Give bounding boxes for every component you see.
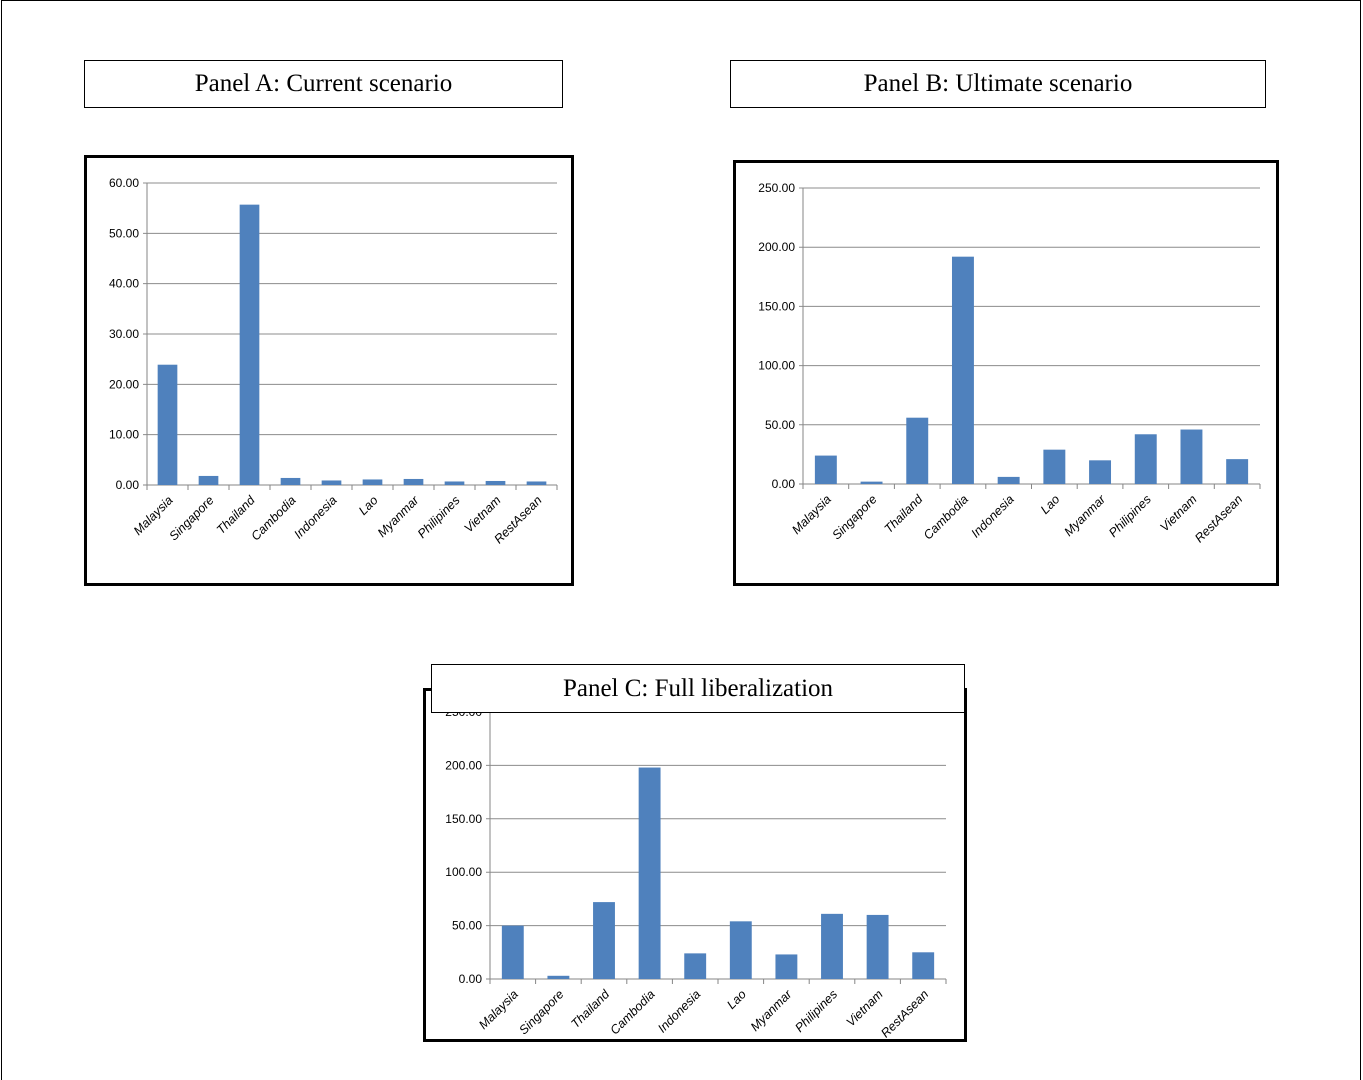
y-tick-label: 200.00 (445, 758, 482, 772)
x-tick-label: Lao (356, 493, 381, 518)
x-tick-label: Cambodia (248, 493, 298, 543)
panel-a-label: Panel A: Current scenario (84, 60, 563, 108)
x-tick-label: Indonesia (655, 987, 703, 1035)
bar-indonesia (321, 480, 342, 485)
y-tick-label: 10.00 (109, 428, 139, 442)
bar-restasean (912, 952, 935, 979)
x-tick-label: Lao (1038, 492, 1063, 517)
x-tick-label: Philipines (415, 493, 463, 541)
bar-lao (729, 921, 752, 979)
x-tick-label: RestAsean (878, 987, 931, 1039)
x-tick-label: RestAsean (1192, 492, 1245, 545)
bar-myanmar (1089, 460, 1112, 484)
x-tick-label: Malaysia (476, 987, 521, 1032)
bar-thailand (593, 902, 615, 979)
panel-c-label: Panel C: Full liberalization (431, 664, 965, 713)
bar-singapore (198, 475, 219, 485)
x-tick-label: Thailand (882, 491, 927, 536)
x-tick-label: Singapore (829, 492, 879, 542)
bar-indonesia (997, 476, 1020, 484)
y-tick-label: 100.00 (758, 359, 795, 373)
y-tick-label: 0.00 (116, 478, 140, 492)
y-tick-label: 20.00 (109, 377, 139, 391)
y-tick-label: 250.00 (758, 181, 795, 195)
bar-vietnam (485, 480, 506, 485)
x-tick-label: Thailand (568, 986, 613, 1031)
bar-myanmar (775, 954, 798, 979)
x-tick-label: Cambodia (608, 987, 658, 1037)
bar-restasean (526, 481, 547, 485)
y-tick-label: 40.00 (109, 277, 139, 291)
y-tick-label: 100.00 (445, 865, 482, 879)
y-tick-label: 50.00 (109, 226, 139, 240)
bar-singapore (547, 975, 570, 979)
bar-thailand (239, 204, 260, 485)
chart-b-svg: 0.00 50.00 100.00 150.00 200.00 250.00 Malaysi… (758, 181, 1261, 545)
bar-philipines (1134, 434, 1157, 484)
x-tick-label: Lao (724, 987, 749, 1012)
y-tick-label: 30.00 (109, 327, 139, 341)
x-tick-label: Singapore (516, 987, 566, 1037)
bar-lao (362, 479, 383, 485)
y-tick-label: 50.00 (765, 418, 795, 432)
x-tick-label: Philipines (792, 987, 840, 1035)
chart-panel-b: 0.00 50.00 100.00 150.00 200.00 250.00 Malaysi… (733, 160, 1279, 586)
chart-c-svg: 0.0050.00100.00150.00200.00250.00Malaysi… (445, 705, 947, 1039)
bar-philipines (444, 481, 465, 485)
x-tick-label: Malaysia (789, 492, 834, 537)
y-tick-label: 150.00 (445, 812, 482, 826)
x-tick-label: Vietnam (844, 987, 886, 1029)
bar-malaysia (157, 364, 178, 485)
bar-thailand (906, 417, 929, 484)
chart-panel-c: 0.0050.00100.00150.00200.00250.00Malaysi… (423, 688, 967, 1042)
x-tick-label: Vietnam (1157, 492, 1199, 534)
chart-panel-a: 0.00 10.00 20.00 30.00 40.00 50.00 60.00 Malays… (84, 155, 574, 586)
y-tick-label: 150.00 (758, 299, 795, 313)
x-tick-label: Myanmar (1061, 492, 1108, 539)
bar-malaysia (814, 455, 837, 484)
y-tick-label: 0.00 (459, 972, 483, 986)
x-tick-label: Indonesia (291, 493, 339, 541)
x-tick-label: Indonesia (969, 492, 1017, 540)
bar-malaysia (501, 925, 524, 979)
panel-b-label: Panel B: Ultimate scenario (730, 60, 1266, 108)
x-tick-label: Vietnam (461, 493, 503, 535)
bar-indonesia (684, 953, 707, 979)
bar-lao (1043, 449, 1066, 484)
x-tick-label: Myanmar (748, 987, 795, 1034)
y-tick-label: 60.00 (109, 176, 139, 190)
chart-a-svg: 0.0010.0020.0030.0040.0050.0060.00Malays… (109, 176, 558, 546)
x-tick-label: Singapore (166, 493, 216, 543)
bar-cambodia (638, 767, 661, 979)
x-tick-label: Myanmar (375, 493, 422, 540)
x-tick-label: Cambodia (921, 492, 971, 542)
bar-vietnam (1180, 429, 1203, 484)
y-tick-label: 200.00 (758, 240, 795, 254)
bar-philipines (821, 913, 843, 979)
y-tick-label: 50.00 (452, 919, 482, 933)
bar-vietnam (866, 914, 889, 979)
bar-cambodia (951, 256, 974, 484)
x-tick-label: Philipines (1106, 492, 1154, 540)
bar-cambodia (280, 477, 301, 485)
bar-myanmar (403, 478, 424, 485)
bar-restasean (1226, 459, 1249, 484)
y-tick-label: 0.00 (772, 477, 796, 491)
bar-singapore (860, 481, 883, 484)
